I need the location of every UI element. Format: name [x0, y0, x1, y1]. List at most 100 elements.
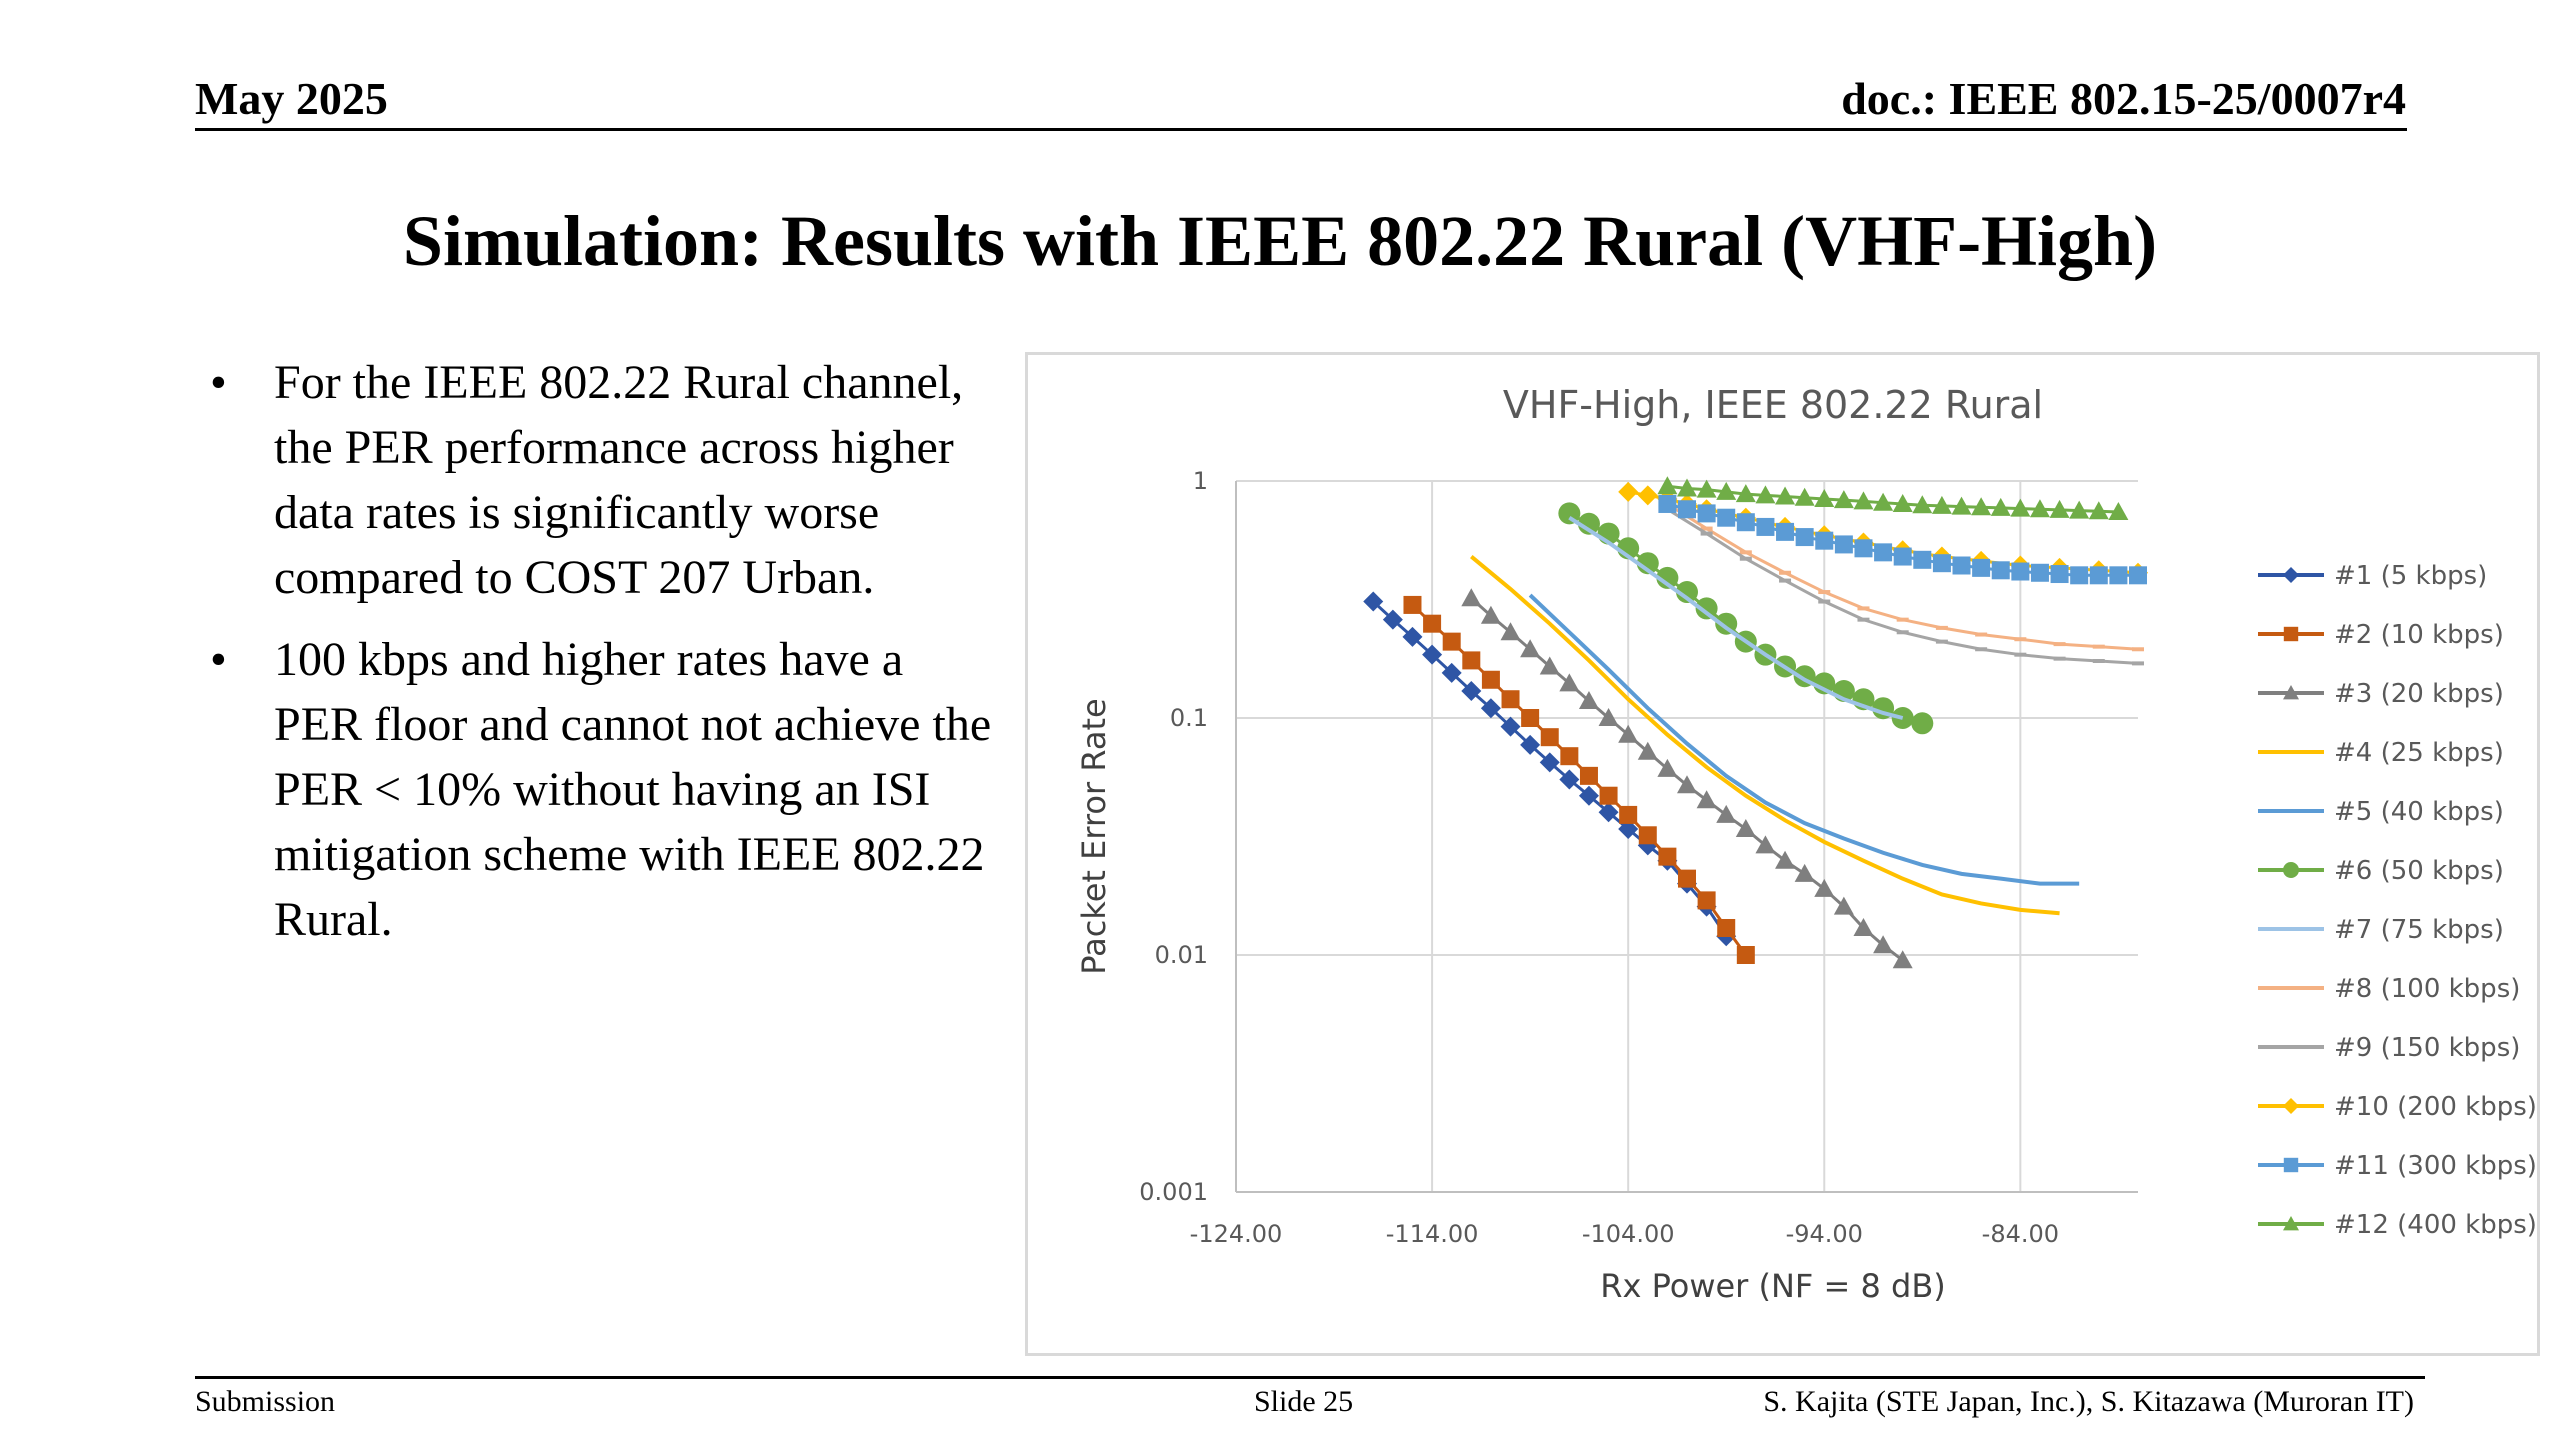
data-point	[1363, 591, 1384, 612]
data-point	[2089, 566, 2108, 585]
data-point	[1951, 496, 1972, 515]
legend-marker	[2283, 1098, 2299, 1114]
legend-label: #1 (5 kbps)	[2334, 561, 2487, 591]
data-point	[1520, 734, 1541, 755]
footer-slide-number: Slide 25	[1254, 1385, 1354, 1418]
data-point	[1932, 554, 1951, 573]
legend-marker	[2283, 862, 2299, 878]
data-point	[1815, 531, 1834, 550]
data-point	[1736, 513, 1755, 532]
data-point	[2088, 501, 2109, 520]
data-point	[2030, 563, 2049, 582]
data-point	[1598, 708, 1619, 726]
data-point	[2029, 499, 2050, 518]
data-point	[1656, 566, 1679, 589]
y-tick-label: 0.001	[1139, 1178, 1208, 1206]
data-point	[1735, 484, 1756, 503]
data-point	[1697, 504, 1716, 523]
data-point	[1618, 819, 1639, 840]
data-point	[1775, 486, 1796, 505]
legend-marker	[2283, 685, 2299, 700]
data-point	[1717, 508, 1736, 527]
data-point	[1716, 481, 1737, 500]
data-point	[1461, 680, 1482, 701]
per-chart: 1 0.1 0.01 0.001 -124.00 -114.00 -104.00 -94.00…	[1075, 383, 2537, 1305]
y-tick-label: 0.01	[1155, 941, 1208, 969]
data-point	[1853, 491, 1874, 510]
header-date: May 2025	[195, 73, 388, 124]
x-tick-label: -104.00	[1582, 1220, 1675, 1248]
legend-label: #5 (40 kbps)	[2334, 797, 2504, 827]
data-point	[1382, 609, 1403, 630]
data-point	[1716, 804, 1737, 823]
data-point	[2070, 566, 2089, 585]
data-point	[1500, 716, 1521, 737]
data-point	[1715, 612, 1738, 635]
data-point	[1637, 485, 1658, 506]
data-point	[1971, 497, 1992, 516]
data-point	[1637, 741, 1658, 760]
data-point	[1913, 550, 1932, 569]
bullet-list: • For the IEEE 802.22 Rural channel, the…	[210, 350, 1000, 969]
data-point	[1776, 522, 1795, 541]
legend-label: #8 (100 kbps)	[2334, 974, 2520, 1004]
data-point	[1873, 935, 1894, 954]
data-point	[1540, 728, 1559, 747]
data-point	[1794, 487, 1815, 506]
data-point	[2109, 566, 2128, 585]
bullet-item: • 100 kbps and higher rates have a PER f…	[210, 627, 1000, 952]
legend-label: #11 (300 kbps)	[2334, 1151, 2537, 1181]
data-point	[1579, 766, 1598, 785]
data-point	[1873, 492, 1894, 511]
data-point	[1676, 581, 1698, 604]
chart-title: VHF-High, IEEE 802.22 Rural	[1503, 383, 2043, 427]
data-point	[1696, 479, 1717, 498]
footer-authors: S. Kajita (STE Japan, Inc.), S. Kitazawa…	[1763, 1385, 2414, 1418]
data-point	[1500, 622, 1521, 641]
data-point	[1814, 878, 1835, 897]
data-point	[1834, 535, 1853, 554]
data-point	[1480, 698, 1501, 719]
data-point	[1461, 588, 1482, 607]
data-point	[1795, 528, 1814, 547]
data-point	[1695, 597, 1718, 620]
data-point	[1657, 476, 1678, 495]
data-point	[2049, 499, 2070, 518]
data-point	[1755, 485, 1776, 504]
data-point	[1599, 786, 1618, 805]
data-point	[1403, 595, 1422, 614]
data-point	[1697, 891, 1716, 910]
slide-title: Simulation: Results with IEEE 802.22 Rur…	[402, 201, 2158, 281]
data-point	[1854, 539, 1873, 558]
data-point	[1598, 802, 1619, 823]
data-point	[1931, 495, 1952, 514]
bullet-marker: •	[210, 356, 227, 409]
data-point	[1578, 690, 1599, 709]
x-tick-label: -84.00	[1982, 1220, 2059, 1248]
legend-label: #2 (10 kbps)	[2334, 620, 2504, 650]
data-point	[1911, 712, 1934, 735]
series-line-5	[1528, 593, 2080, 886]
legend-label: #4 (25 kbps)	[2334, 738, 2504, 768]
x-tick-label: -124.00	[1190, 1220, 1283, 1248]
legend-label: #9 (150 kbps)	[2334, 1033, 2520, 1063]
data-point	[2010, 498, 2031, 517]
data-point	[1520, 639, 1541, 658]
data-point	[1678, 869, 1696, 888]
data-point	[1972, 558, 1991, 577]
data-point	[1893, 547, 1912, 566]
data-point	[1658, 847, 1677, 866]
series-line-4	[1470, 555, 2060, 916]
footer-rule	[195, 1376, 2425, 1379]
legend-marker	[2283, 567, 2299, 583]
bullet-item: • For the IEEE 802.22 Rural channel, the…	[210, 350, 1000, 610]
y-axis-label: Packet Error Rate	[1075, 698, 1113, 974]
legend-label: #7 (75 kbps)	[2334, 915, 2504, 945]
bullet-text: 100 kbps and higher rates have a PER flo…	[274, 633, 992, 946]
data-point	[1441, 662, 1462, 683]
data-point	[1892, 493, 1913, 512]
data-point	[1696, 790, 1717, 809]
data-point	[1618, 481, 1639, 502]
legend-label: #3 (20 kbps)	[2334, 679, 2504, 709]
data-point	[1717, 918, 1736, 937]
